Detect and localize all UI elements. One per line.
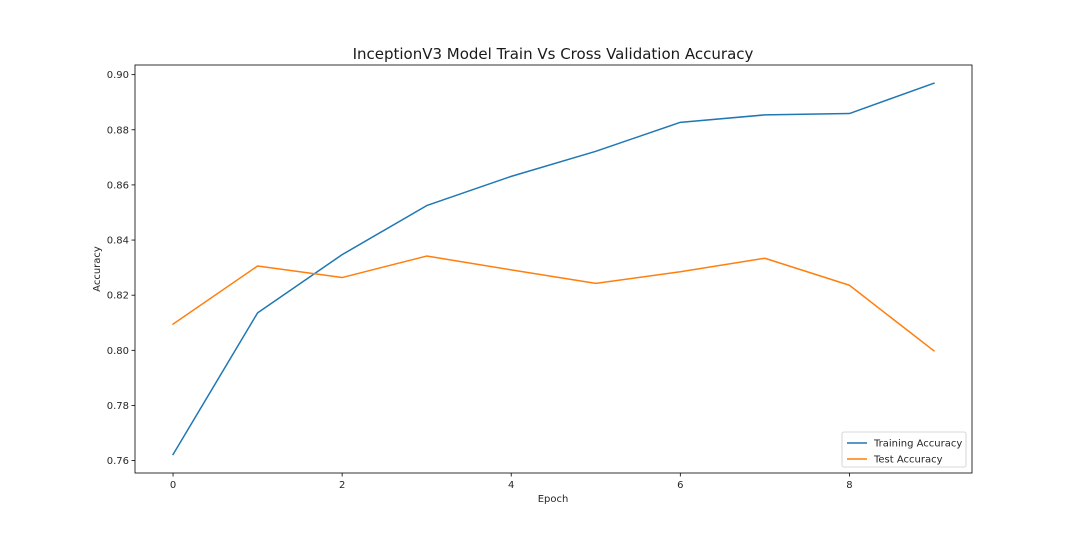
- series-line-test-accuracy: [172, 255, 936, 352]
- x-tick-label: 0: [170, 480, 176, 491]
- legend: Training Accuracy Test Accuracy: [841, 431, 967, 468]
- chart-title: InceptionV3 Model Train Vs Cross Validat…: [353, 45, 754, 63]
- y-tick-label: 0.84: [107, 236, 129, 247]
- y-tick-label: 0.90: [107, 70, 129, 81]
- axes-frame: [134, 64, 973, 474]
- x-tick-label: 2: [339, 480, 345, 491]
- y-tick-label: 0.76: [107, 456, 129, 467]
- x-tick-label: 8: [846, 480, 852, 491]
- y-tick-label: 0.86: [107, 180, 129, 191]
- y-tick-label: 0.78: [107, 401, 129, 412]
- plot-area: 0 2 4 6 8 0.76 0.78 0.80 0.82 0.84 0.86 0.88 0.90 Tra…: [107, 64, 973, 491]
- x-tick-label: 4: [508, 480, 514, 491]
- legend-label-training-accuracy: Training Accuracy: [873, 439, 962, 450]
- y-tick-label: 0.88: [107, 125, 129, 136]
- y-tick-label: 0.80: [107, 346, 129, 357]
- series-line-training-accuracy: [172, 82, 935, 456]
- legend-label-test-accuracy: Test Accuracy: [873, 455, 943, 466]
- y-tick-label: 0.82: [107, 291, 129, 302]
- y-axis-label: Accuracy: [92, 246, 103, 292]
- legend-box: [841, 431, 967, 468]
- x-tick-label: 6: [677, 480, 683, 491]
- x-axis-label: Epoch: [538, 494, 569, 505]
